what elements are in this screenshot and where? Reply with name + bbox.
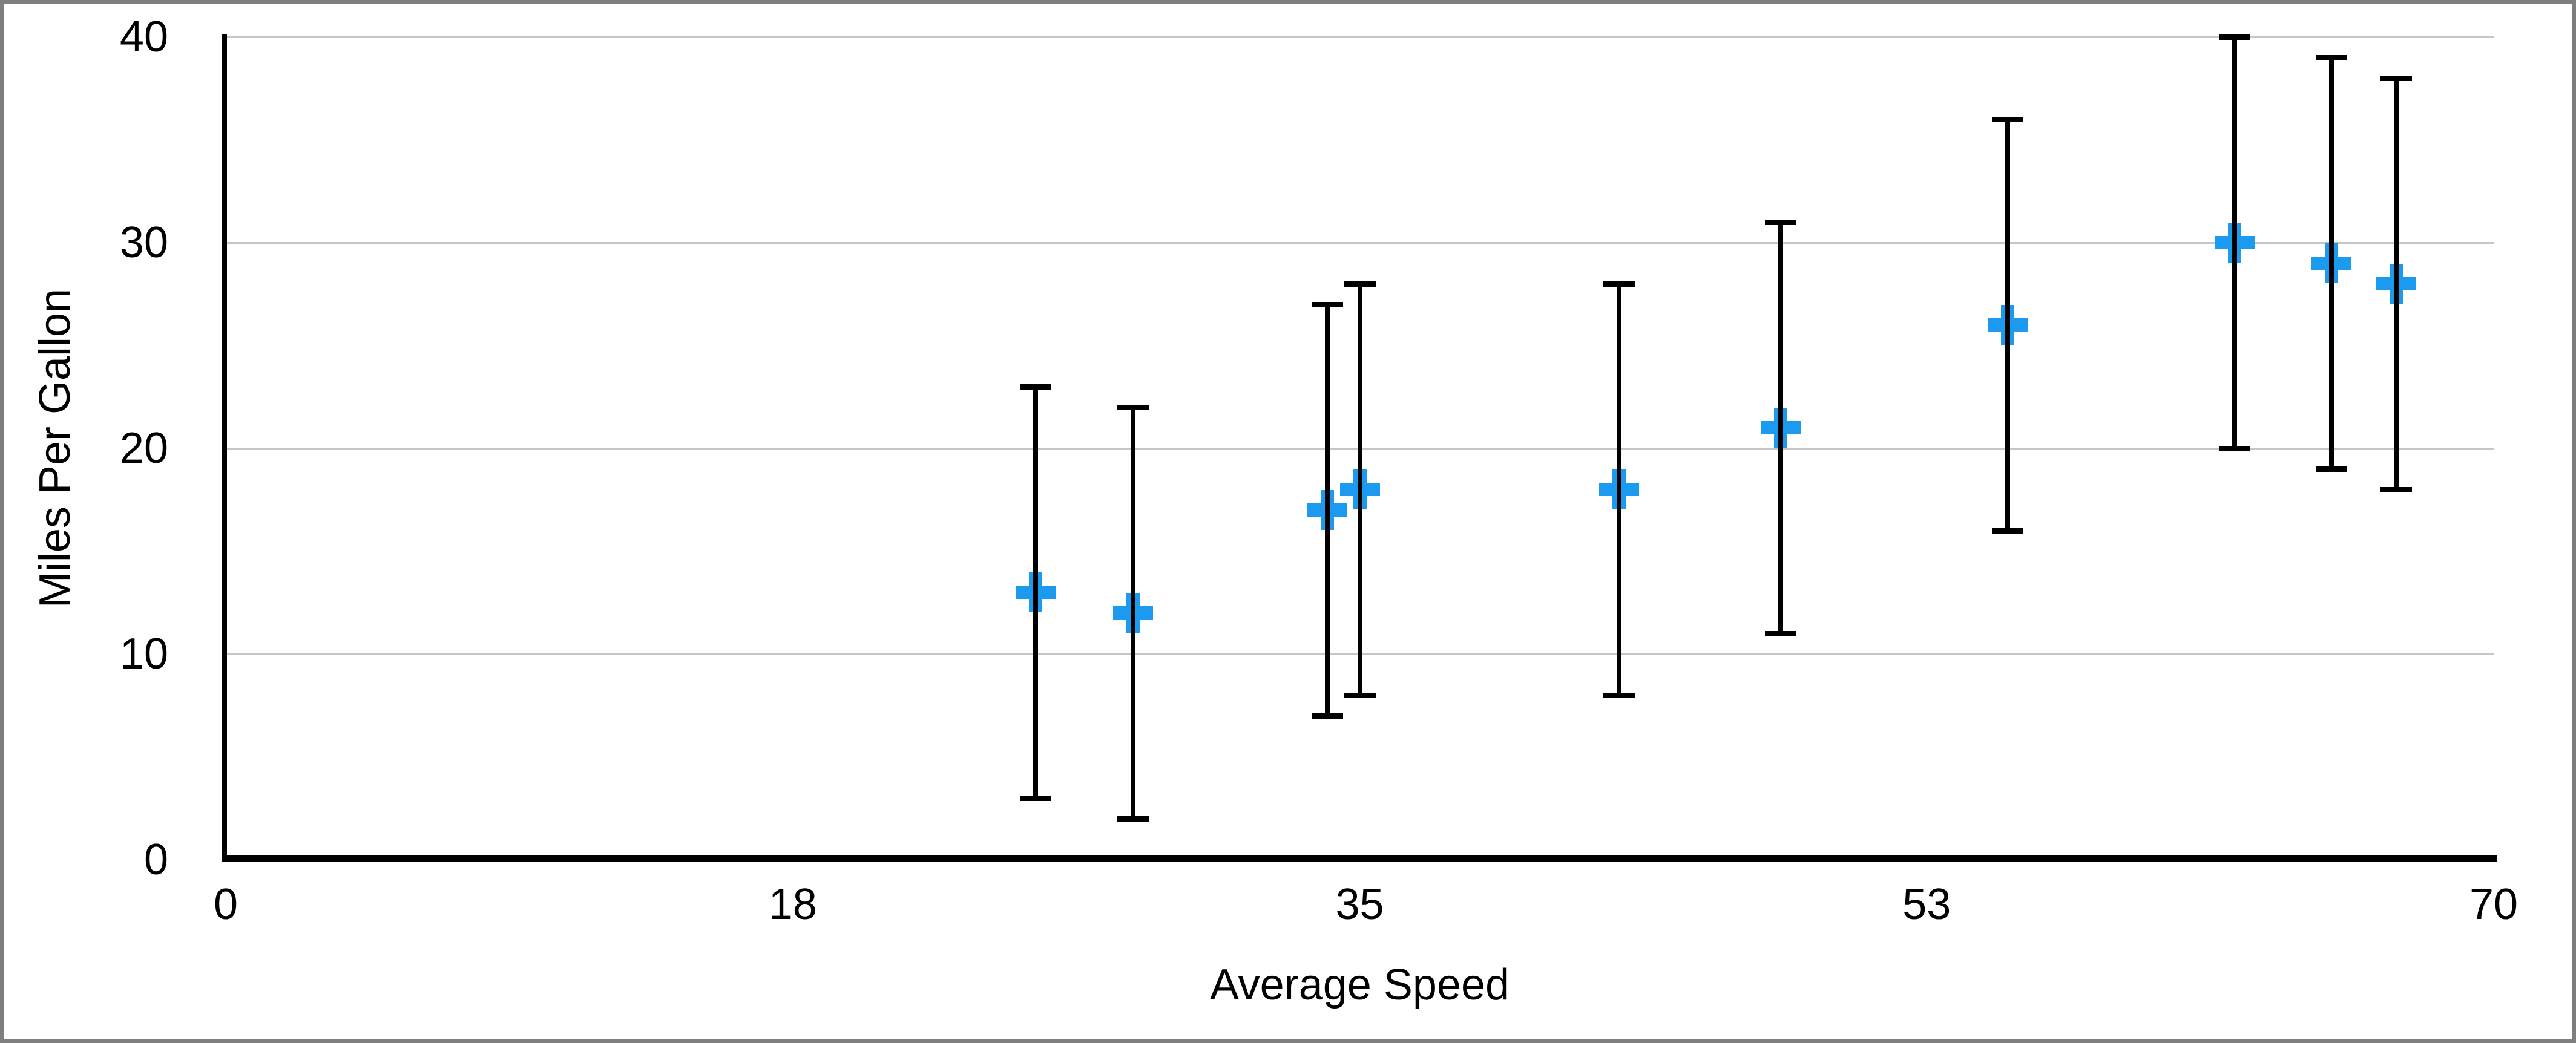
error-bar-cap [2316,466,2348,472]
y-axis-line [222,34,227,862]
error-bar-cap [1020,384,1052,390]
x-tick-label: 18 [768,880,817,929]
x-axis-line [222,855,2497,862]
error-bar-cap [1117,816,1149,822]
y-tick-label: 0 [143,835,168,884]
error-bar-cap [2380,75,2413,81]
error-bar-cap [1020,795,1052,801]
error-bar [1616,284,1622,695]
error-bar-cap [1311,301,1343,307]
x-axis-title: Average Speed [1209,961,1510,1009]
gridline [226,36,2494,38]
error-bar [1130,407,1135,819]
error-bar [2329,57,2334,469]
y-tick-label: 10 [119,630,168,678]
error-bar-cap [1992,116,2024,122]
error-bar-cap [1117,404,1149,410]
gridline [226,241,2494,244]
error-bar-cap [2380,486,2413,492]
x-tick-label: 70 [2469,880,2518,929]
error-bar-cap [1765,219,1797,225]
y-axis-title: Miles Per Gallon [31,288,79,609]
error-bar-cap [1603,692,1635,698]
error-bar [2005,119,2011,531]
error-bar-cap [1765,630,1797,636]
error-bar-cap [2316,54,2348,60]
x-tick-label: 0 [213,880,238,929]
error-bar-cap [1344,692,1376,698]
y-tick-label: 30 [119,218,168,267]
error-bar-cap [2218,445,2250,451]
error-bar [1778,222,1784,633]
error-bar [1324,304,1330,716]
error-bar [2394,78,2399,489]
y-tick-label: 40 [119,13,168,61]
error-bar [1357,284,1362,695]
error-bar-cap [1603,281,1635,287]
y-tick-label: 20 [119,424,168,472]
error-bar-cap [1344,281,1376,287]
error-bar [1033,387,1039,798]
error-bar-cap [1992,528,2024,534]
x-tick-label: 35 [1335,880,1384,929]
error-bar-cap [1311,713,1343,719]
error-bar-cap [2218,34,2250,40]
x-tick-label: 53 [1902,880,1951,929]
error-bar [2232,37,2237,448]
